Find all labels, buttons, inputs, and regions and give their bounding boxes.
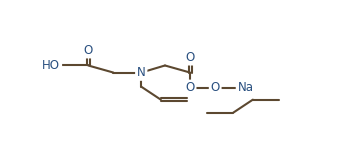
Text: O: O bbox=[185, 81, 195, 94]
Text: HO: HO bbox=[42, 59, 60, 72]
Text: HO: HO bbox=[42, 59, 60, 72]
Text: O: O bbox=[185, 51, 195, 64]
Text: O: O bbox=[185, 51, 195, 64]
Text: O: O bbox=[211, 81, 220, 94]
Text: O: O bbox=[211, 81, 220, 94]
Text: N: N bbox=[137, 66, 146, 79]
Text: O: O bbox=[185, 81, 195, 94]
Text: O: O bbox=[84, 44, 93, 57]
Text: N: N bbox=[137, 66, 146, 79]
Text: Na: Na bbox=[238, 81, 253, 94]
Text: O: O bbox=[84, 44, 93, 57]
Text: Na: Na bbox=[238, 81, 253, 94]
